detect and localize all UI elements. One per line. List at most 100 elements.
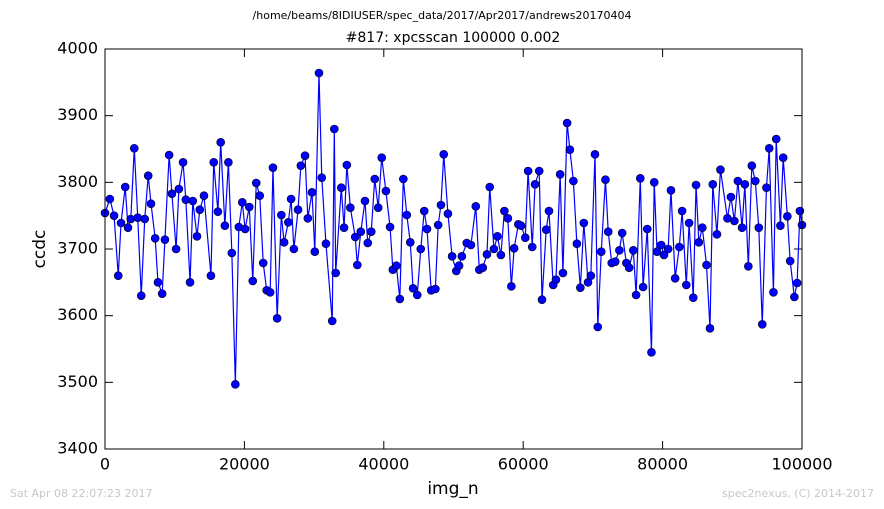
data-point (160, 235, 170, 244)
data-point (541, 225, 551, 234)
data-point (656, 240, 666, 250)
data-point (402, 210, 412, 220)
data-point (744, 262, 753, 271)
data-point (265, 288, 275, 297)
plot-frame (104, 48, 803, 450)
data-point (757, 320, 767, 329)
data-point (370, 174, 380, 184)
x-tick-label: 60000 (498, 455, 549, 474)
data-point (751, 176, 760, 186)
data-point (747, 161, 757, 170)
data-point (339, 223, 349, 232)
data-point (740, 180, 750, 189)
data-point (231, 380, 240, 389)
data-point (691, 180, 701, 190)
data-point (436, 200, 446, 210)
y-tick-label: 4000 (57, 39, 98, 58)
data-point (624, 263, 634, 272)
data-point (143, 171, 153, 180)
y-axis-label: ccdc (30, 230, 50, 269)
data-point (537, 295, 547, 304)
data-point (431, 284, 440, 294)
suptitle: /home/beams/8IDIUSER/spec_data/2017/Apr2… (253, 9, 632, 22)
data-point (610, 257, 620, 266)
x-tick-label: 40000 (358, 455, 409, 474)
data-point (303, 214, 313, 223)
data-point (776, 221, 785, 230)
data-point (310, 247, 320, 256)
data-point (684, 218, 694, 228)
data-point (769, 288, 778, 297)
data-point (698, 223, 707, 232)
data-point (209, 158, 219, 167)
data-point (790, 292, 799, 302)
data-point (330, 124, 339, 134)
data-point (586, 271, 596, 280)
data-point (649, 178, 659, 187)
data-line (104, 72, 803, 385)
data-point (579, 218, 589, 228)
data-point (272, 314, 282, 323)
data-point (503, 214, 513, 223)
data-point (195, 205, 205, 214)
data-point (150, 234, 160, 243)
data-point (227, 248, 237, 258)
data-point (392, 261, 401, 270)
data-point (153, 278, 163, 287)
data-point (206, 271, 216, 280)
data-point (181, 195, 191, 204)
data-point (188, 196, 198, 206)
data-point (677, 206, 687, 216)
data-point (296, 161, 306, 170)
data-point (590, 150, 600, 159)
data-point (289, 244, 299, 254)
y-tick-label: 3900 (57, 105, 98, 124)
data-point (565, 145, 575, 154)
data-point (199, 191, 209, 200)
data-point (478, 263, 488, 272)
data-point (635, 174, 645, 183)
data-point (307, 188, 317, 197)
data-point (615, 246, 624, 255)
data-point (373, 203, 383, 212)
data-point (350, 232, 360, 242)
data-point (433, 220, 443, 230)
data-point (363, 238, 373, 248)
data-point (771, 134, 781, 144)
data-point (629, 246, 638, 255)
data-point (412, 290, 422, 300)
data-point (638, 282, 648, 292)
data-point (314, 68, 324, 78)
data-point (675, 242, 684, 252)
y-tick-label: 3400 (57, 439, 98, 458)
data-point (659, 250, 669, 260)
data-point (702, 260, 711, 270)
data-point (712, 230, 722, 239)
x-tick-label: 20000 (219, 455, 270, 474)
data-point (346, 203, 355, 212)
data-point (419, 206, 429, 216)
data-point (220, 221, 230, 230)
chart-title: #817: xpcsscan 100000 0.002 (346, 30, 561, 46)
data-point (792, 278, 802, 288)
data-point (485, 182, 495, 192)
data-point (360, 196, 370, 206)
data-point (603, 227, 613, 236)
data-point (647, 348, 656, 357)
data-point (300, 151, 310, 160)
data-point (516, 221, 526, 230)
data-point (527, 242, 537, 252)
data-point (293, 205, 303, 214)
data-point (174, 184, 184, 194)
data-point (336, 183, 346, 192)
data-point (544, 206, 554, 216)
data-point (670, 274, 680, 283)
data-point (785, 256, 795, 266)
data-point (576, 283, 585, 292)
data-point (507, 282, 516, 291)
data-point (416, 244, 426, 254)
data-point (216, 138, 226, 147)
footer-right: spec2nexus, (C) 2014-2017 (722, 487, 874, 500)
